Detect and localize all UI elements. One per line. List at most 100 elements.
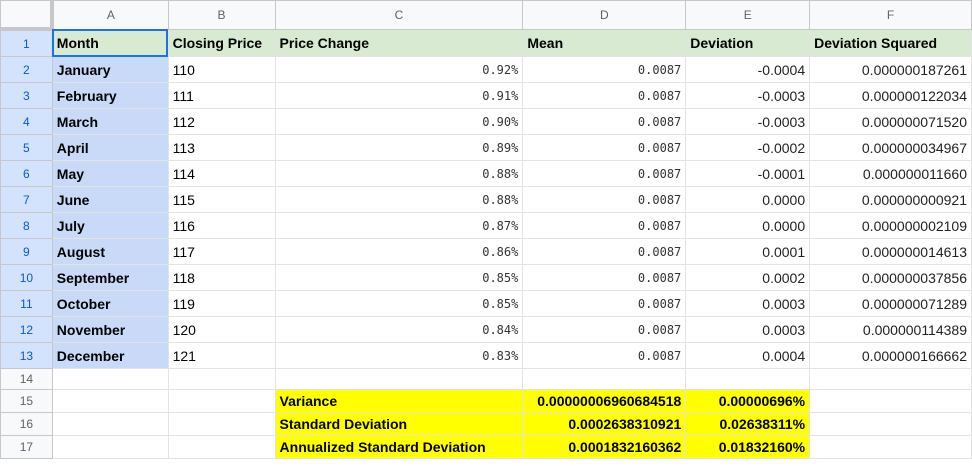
row-header-4[interactable]: 4 [0,108,53,135]
closing-price-cell[interactable]: 112 [167,108,276,135]
summary-percent-cell[interactable]: 0.00000696% [685,389,811,413]
row-header-3[interactable]: 3 [0,82,53,109]
empty-cell[interactable] [809,412,972,436]
price-change-cell[interactable]: 0.87% [274,212,524,239]
row-header-1[interactable]: 1 [0,28,53,57]
summary-value-cell[interactable]: 0.0002638310921 [522,412,687,436]
deviation-cell[interactable]: -0.0004 [685,56,811,83]
mean-cell[interactable]: 0.0087 [522,212,687,239]
empty-cell[interactable] [167,389,276,413]
row-header-5[interactable]: 5 [0,134,53,161]
empty-cell[interactable] [51,389,169,413]
deviation-squared-cell[interactable]: 0.000000002109 [809,212,972,239]
price-change-cell[interactable]: 0.88% [274,160,524,187]
row-header-12[interactable]: 12 [0,316,53,343]
column-header-e[interactable]: E [685,0,811,30]
mean-cell[interactable]: 0.0087 [522,316,687,343]
deviation-squared-cell[interactable]: 0.000000122034 [809,82,972,109]
month-cell[interactable]: October [51,290,169,317]
summary-percent-cell[interactable]: 0.02638311% [685,412,811,436]
empty-cell[interactable] [274,368,524,390]
empty-cell[interactable] [522,368,687,390]
mean-cell[interactable]: 0.0087 [522,56,687,83]
closing-price-cell[interactable]: 110 [167,56,276,83]
empty-cell[interactable] [809,368,972,390]
month-cell[interactable]: June [51,186,169,213]
closing-price-cell[interactable]: 119 [167,290,276,317]
mean-cell[interactable]: 0.0087 [522,186,687,213]
month-cell[interactable]: December [51,342,169,369]
row-header-10[interactable]: 10 [0,264,53,291]
deviation-squared-cell[interactable]: 0.000000014613 [809,238,972,265]
summary-label-cell[interactable]: Annualized Standard Deviation [274,435,524,459]
price-change-cell[interactable]: 0.85% [274,264,524,291]
price-change-cell[interactable]: 0.85% [274,290,524,317]
deviation-cell[interactable]: 0.0001 [685,238,811,265]
month-cell[interactable]: April [51,134,169,161]
header-cell[interactable]: Price Change [274,28,524,57]
deviation-cell[interactable]: -0.0002 [685,134,811,161]
month-cell[interactable]: November [51,316,169,343]
price-change-cell[interactable]: 0.89% [274,134,524,161]
column-header-f[interactable]: F [809,0,972,30]
deviation-cell[interactable]: 0.0000 [685,212,811,239]
row-header-14[interactable]: 14 [0,368,53,390]
deviation-squared-cell[interactable]: 0.000000187261 [809,56,972,83]
deviation-cell[interactable]: -0.0003 [685,82,811,109]
mean-cell[interactable]: 0.0087 [522,264,687,291]
select-all-corner[interactable] [0,0,55,31]
empty-cell[interactable] [51,368,169,390]
row-header-2[interactable]: 2 [0,56,53,83]
mean-cell[interactable]: 0.0087 [522,82,687,109]
deviation-squared-cell[interactable]: 0.000000114389 [809,316,972,343]
price-change-cell[interactable]: 0.86% [274,238,524,265]
mean-cell[interactable]: 0.0087 [522,160,687,187]
deviation-cell[interactable]: 0.0003 [685,316,811,343]
empty-cell[interactable] [51,435,169,459]
deviation-cell[interactable]: 0.0004 [685,342,811,369]
mean-cell[interactable]: 0.0087 [522,342,687,369]
deviation-squared-cell[interactable]: 0.000000011660 [809,160,972,187]
deviation-cell[interactable]: -0.0003 [685,108,811,135]
deviation-cell[interactable]: 0.0003 [685,290,811,317]
closing-price-cell[interactable]: 116 [167,212,276,239]
deviation-cell[interactable]: -0.0001 [685,160,811,187]
mean-cell[interactable]: 0.0087 [522,134,687,161]
header-cell[interactable]: Mean [522,28,687,57]
month-cell[interactable]: July [51,212,169,239]
column-header-d[interactable]: D [522,0,687,30]
row-header-8[interactable]: 8 [0,212,53,239]
month-cell[interactable]: August [51,238,169,265]
closing-price-cell[interactable]: 114 [167,160,276,187]
price-change-cell[interactable]: 0.90% [274,108,524,135]
header-cell[interactable]: Deviation Squared [809,28,972,57]
deviation-squared-cell[interactable]: 0.000000034967 [809,134,972,161]
price-change-cell[interactable]: 0.83% [274,342,524,369]
deviation-cell[interactable]: 0.0002 [685,264,811,291]
empty-cell[interactable] [809,435,972,459]
month-cell[interactable]: February [51,82,169,109]
closing-price-cell[interactable]: 113 [167,134,276,161]
row-header-15[interactable]: 15 [0,389,53,413]
closing-price-cell[interactable]: 121 [167,342,276,369]
price-change-cell[interactable]: 0.92% [274,56,524,83]
summary-value-cell[interactable]: 0.0001832160362 [522,435,687,459]
row-header-7[interactable]: 7 [0,186,53,213]
month-cell[interactable]: January [51,56,169,83]
mean-cell[interactable]: 0.0087 [522,108,687,135]
month-cell[interactable]: March [51,108,169,135]
deviation-squared-cell[interactable]: 0.000000037856 [809,264,972,291]
row-header-16[interactable]: 16 [0,412,53,436]
summary-label-cell[interactable]: Variance [274,389,524,413]
header-cell[interactable]: Closing Price [167,28,276,57]
row-header-17[interactable]: 17 [0,435,53,459]
price-change-cell[interactable]: 0.84% [274,316,524,343]
month-cell[interactable]: September [51,264,169,291]
column-header-c[interactable]: C [274,0,524,30]
empty-cell[interactable] [167,368,276,390]
summary-label-cell[interactable]: Standard Deviation [274,412,524,436]
column-header-b[interactable]: B [167,0,276,30]
price-change-cell[interactable]: 0.88% [274,186,524,213]
summary-value-cell[interactable]: 0.00000006960684518 [522,389,687,413]
empty-cell[interactable] [167,435,276,459]
